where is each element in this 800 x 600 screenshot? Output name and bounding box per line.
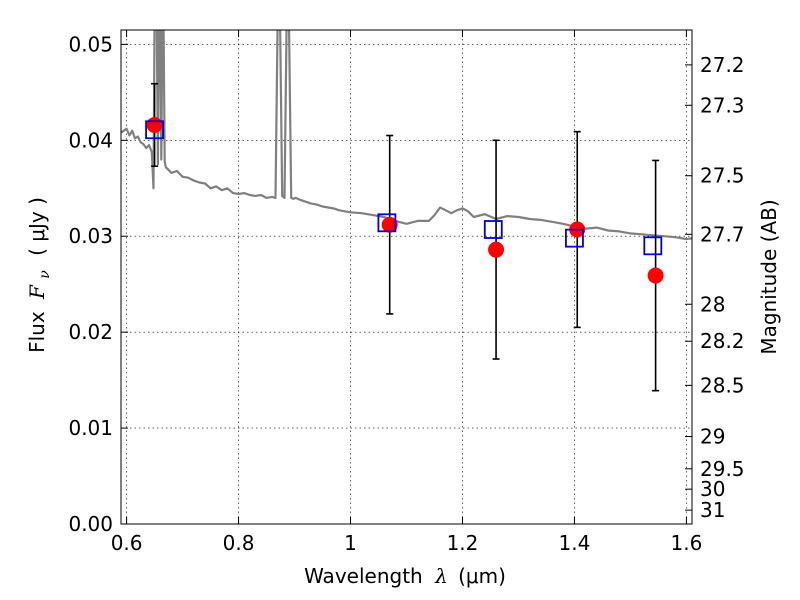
y-tick-label: 0.02 xyxy=(68,320,113,344)
x-axis-label-symbol: λ xyxy=(434,564,448,588)
magnitude-tick-label: 27.2 xyxy=(700,53,745,77)
observed-point xyxy=(647,267,664,284)
model-band-marker xyxy=(643,236,663,256)
magnitude-tick-label: 28.5 xyxy=(700,373,745,397)
model-spectrum-layer xyxy=(121,30,692,241)
magnitude-tick-label: 27.3 xyxy=(700,93,745,117)
model-band-marker xyxy=(377,213,397,233)
y-tick-label: 0.03 xyxy=(68,224,113,248)
model-band-marker xyxy=(145,120,164,140)
observed-point xyxy=(381,216,398,233)
x-tick-label: 1.2 xyxy=(447,531,479,555)
y-tick-label: 0.05 xyxy=(68,32,113,56)
y-axis-label-subscript: ν xyxy=(37,270,53,279)
y-axis-label-unit: ( μJy ) xyxy=(25,197,49,256)
magnitude-tick-label: 28 xyxy=(700,292,725,316)
magnitude-tick-label: 29.5 xyxy=(700,457,745,481)
magnitude-tick-label: 27.5 xyxy=(700,164,745,188)
x-axis-label-unit: (μm) xyxy=(458,564,506,588)
model-band-marker xyxy=(483,220,503,239)
y-tick-label: 0.00 xyxy=(68,512,113,536)
magnitude-tick-label: 30 xyxy=(700,477,725,501)
observed-point xyxy=(146,116,163,133)
grid xyxy=(121,30,692,525)
x-tick-label: 1 xyxy=(344,531,357,555)
model-band-marker xyxy=(565,228,584,248)
y-axis-label-prefix: Flux xyxy=(25,311,49,353)
plot-frame xyxy=(120,29,693,525)
y-tick-label: 0.01 xyxy=(68,416,113,440)
x-tick-label: 0.6 xyxy=(111,531,143,555)
magnitude-tick-label: 27.7 xyxy=(700,222,745,246)
model-spectrum-line xyxy=(121,30,692,241)
right-axis-label: Magnitude (AB) xyxy=(757,199,781,354)
x-axis-label-prefix: Wavelength xyxy=(304,564,423,588)
y-axis-label: Flux F ν ( μJy ) xyxy=(25,197,54,353)
x-tick-label: 1.6 xyxy=(670,531,702,555)
ticks: 0.6 0.8 1 1.2 1.4 1.6 0.00 0.01 0.02 0.03 0.04 0.05… xyxy=(68,30,745,555)
data-points-layer xyxy=(145,82,664,392)
magnitude-tick-label: 29 xyxy=(700,425,725,449)
x-tick-label: 1.4 xyxy=(559,531,591,555)
magnitude-tick-label: 28.2 xyxy=(700,329,745,353)
observed-point xyxy=(488,241,505,258)
x-axis-label: Wavelength λ (μm) xyxy=(304,564,506,588)
y-tick-label: 0.04 xyxy=(68,128,113,152)
x-tick-label: 0.8 xyxy=(223,531,255,555)
magnitude-tick-label: 31 xyxy=(700,498,725,522)
y-axis-label-symbol: F xyxy=(25,284,49,300)
